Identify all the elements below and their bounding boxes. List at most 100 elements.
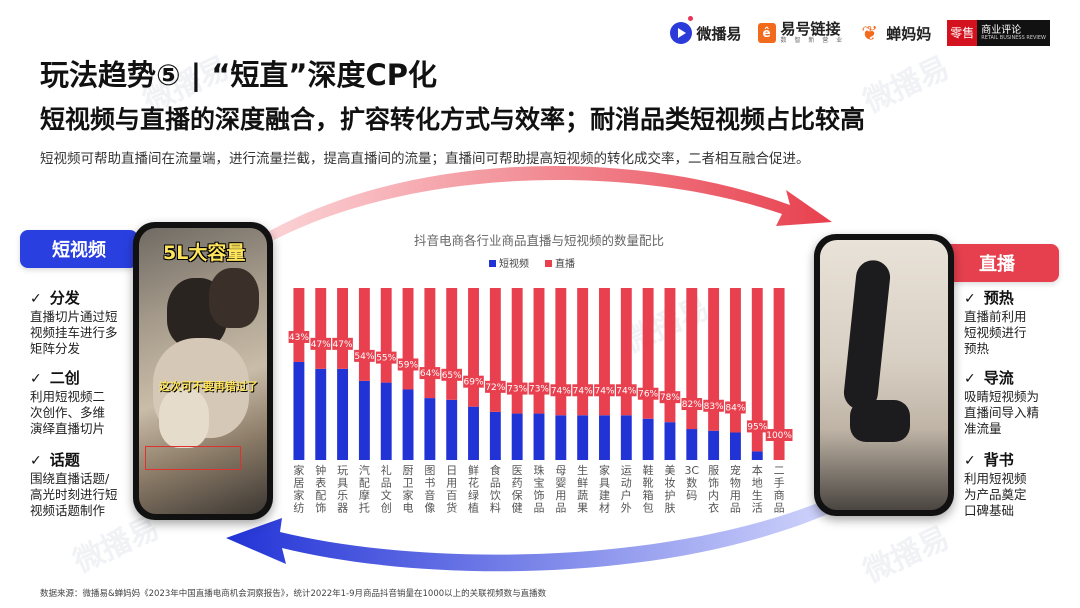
data-label: 73% <box>507 385 527 395</box>
category-label: 植 <box>468 501 479 515</box>
left-feature-3: ✓ 话题 围绕直播话题/ 高光时刻进行短 视频话题制作 <box>30 450 118 519</box>
left-feature-title: 分发 <box>49 289 80 307</box>
data-label: 55% <box>376 354 396 364</box>
bar-live <box>358 288 370 381</box>
weiboyi-logo-icon <box>669 16 693 44</box>
category-label: 配 <box>359 477 370 490</box>
data-label: 83% <box>704 402 724 412</box>
data-label-bg <box>594 384 615 397</box>
category-label: 食 <box>490 463 501 477</box>
data-label: 73% <box>529 385 549 395</box>
category-label: 纺 <box>293 501 304 515</box>
chanmama-logo-text: 蝉妈妈 <box>886 24 932 43</box>
left-feature-2: ✓ 二创 利用短视频二 次创作、多维 演绎直播切片 <box>30 368 105 437</box>
bar-short-video <box>642 418 654 460</box>
category-label: 包 <box>643 502 654 515</box>
right-feature-line: 吸睛短视频为 <box>964 389 1040 404</box>
data-label-bg <box>375 351 397 364</box>
category-label: 建 <box>599 488 610 502</box>
left-feature-line: 次创作、多维 <box>30 405 106 420</box>
category-label: 饮 <box>490 489 501 502</box>
bar-short-video <box>358 380 370 460</box>
category-label: 家 <box>599 463 610 477</box>
category-label: 品 <box>774 502 785 515</box>
bottom-arrow <box>226 502 828 572</box>
bar-live <box>468 288 479 407</box>
category-label: 创 <box>381 502 392 515</box>
yihao-logo-subtext: 数 智 新 营 业 <box>780 36 846 44</box>
lingshou-logo: 零售 商业评论 RETAIL BUSINESS REVIEW <box>947 20 1050 46</box>
data-label: 64% <box>420 369 440 379</box>
left-feature-line: 矩阵分发 <box>30 341 81 356</box>
check-icon: ✓ <box>964 453 976 469</box>
bar-live <box>337 288 349 369</box>
bar-live <box>664 288 676 423</box>
bar-live <box>511 288 523 414</box>
bar-short-video <box>533 413 545 460</box>
weiboyi-logo: 微播易 <box>669 16 742 44</box>
category-label: 像 <box>424 502 435 515</box>
category-label: 材 <box>599 501 610 515</box>
data-label-bg <box>310 337 332 350</box>
category-label: 婴 <box>555 477 566 490</box>
category-label: 厨 <box>403 464 414 477</box>
category-label: 钟 <box>315 463 326 477</box>
category-label: 绿 <box>468 488 479 502</box>
category-label: 饰 <box>534 488 545 502</box>
category-label: 配 <box>315 489 326 502</box>
category-label: 保 <box>512 488 523 502</box>
lingshou-logo-red: 零售 <box>947 20 978 46</box>
category-label: 鲜 <box>468 463 479 477</box>
data-label-bg <box>485 380 506 393</box>
data-label: 65% <box>442 371 462 381</box>
data-label: 74% <box>616 386 636 396</box>
category-label: 鞋 <box>643 463 654 477</box>
left-feature-line: 直播切片通过短 <box>30 309 118 324</box>
category-label: 音 <box>424 488 435 502</box>
category-label: 蔬 <box>577 489 588 502</box>
data-label: 43% <box>289 333 309 343</box>
data-label-bg <box>765 429 793 441</box>
short-video-screen: 5L大容量 这次可不要再错过了 <box>139 228 267 514</box>
data-label-bg <box>616 384 637 397</box>
bar-short-video <box>315 368 327 460</box>
data-label: 82% <box>682 400 702 410</box>
bar-short-video <box>489 411 501 460</box>
category-label: 衣 <box>708 501 719 515</box>
bar-short-video <box>424 398 436 460</box>
category-label: 运 <box>621 464 632 477</box>
category-label: 电 <box>403 502 414 515</box>
right-feature-line: 利用短视频 <box>964 471 1027 486</box>
category-label: 托 <box>359 501 370 515</box>
category-label: 摩 <box>359 488 370 502</box>
chart-title: 抖音电商各行业商品直播与短视频的数量配比 <box>414 233 664 248</box>
right-feature-line: 准流量 <box>964 421 1002 436</box>
legend-label: 短视频 <box>499 257 529 270</box>
category-label: 宝 <box>534 476 545 490</box>
bar-short-video <box>620 415 632 460</box>
category-label: 文 <box>381 488 392 502</box>
category-label: 家 <box>293 488 304 502</box>
data-label: 69% <box>464 378 484 388</box>
category-label: 家 <box>403 488 414 502</box>
check-icon: ✓ <box>964 371 976 387</box>
video-caption-bottom: 这次可不要再错过了 <box>159 380 258 393</box>
lingshou-logo-text: 商业评论 <box>981 24 1022 36</box>
category-label: 码 <box>686 489 697 502</box>
category-label: 健 <box>512 502 523 515</box>
left-feature-line: 高光时刻进行短 <box>30 487 118 502</box>
bar-short-video <box>599 415 610 460</box>
category-label: 日 <box>446 464 457 477</box>
bar-live <box>686 288 698 430</box>
bar-short-video <box>468 406 479 460</box>
data-label-bg <box>441 368 462 381</box>
bar-short-video <box>555 415 567 460</box>
bar-live <box>599 288 610 416</box>
left-feature-line: 演绎直播切片 <box>30 421 106 436</box>
category-label: 靴 <box>643 476 654 490</box>
data-label: 59% <box>398 360 418 370</box>
data-label-bg <box>703 399 724 412</box>
right-feature-line: 口碑基础 <box>964 503 1015 518</box>
legend-label: 直播 <box>555 257 575 270</box>
left-feature-line: 视频挂车进行多 <box>30 325 118 340</box>
